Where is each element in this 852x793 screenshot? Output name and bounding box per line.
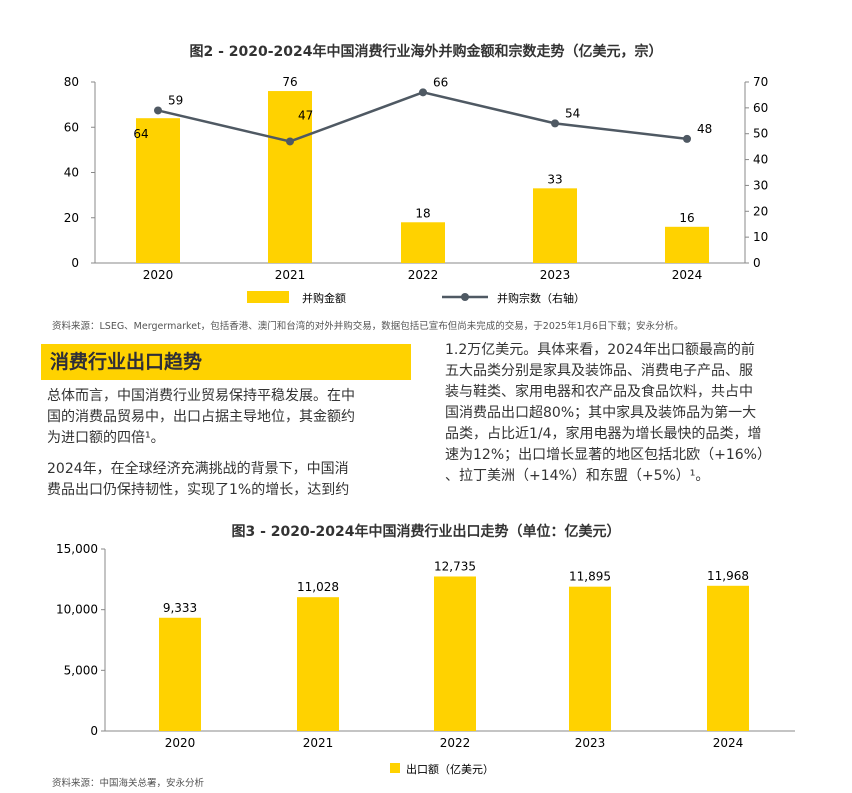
chart2-title: 图2 - 2020-2024年中国消费行业海外并购金额和宗数走势（亿美元，宗） — [189, 44, 663, 60]
count-line — [157, 91, 688, 143]
legend-bar-label: 并购金额 — [302, 291, 346, 305]
text-line: 五大品类分别是家具及装饰品、消费电子产品、服 — [445, 363, 753, 379]
line-value-label: 47 — [298, 108, 313, 122]
y-tick-label: 0 — [90, 724, 98, 738]
x-tick-label: 2024 — [672, 268, 703, 282]
text-line: 国消费品出口超80%；其中家具及装饰品为第一大 — [445, 405, 757, 421]
line-value-label: 66 — [433, 75, 448, 89]
left-tick-label: 80 — [64, 75, 79, 89]
left-tick-label: 0 — [71, 256, 79, 270]
chart2-source: 资料来源：LSEG、Mergermarket，包括香港、澳门和台湾的对外并购交易… — [52, 321, 684, 332]
right-text: 1.2万亿美元。具体来看，2024年出口额最高的前 五大品类分别是家具及装饰品、消… — [445, 340, 815, 487]
x-tick-label: 2020 — [143, 268, 174, 282]
bar-value-label: 33 — [547, 172, 562, 186]
line-value-label: 59 — [168, 93, 183, 107]
legend-line-marker — [461, 293, 469, 301]
right-tick-label: 10 — [753, 230, 768, 244]
bar-value-label: 64 — [133, 127, 148, 141]
legend-label: 出口额（亿美元） — [406, 762, 494, 776]
left-tick-label: 40 — [64, 166, 79, 180]
line-value-label: 48 — [697, 122, 712, 136]
y-tick-label: 15,000 — [56, 542, 98, 556]
section-heading: 消费行业出口趋势 — [41, 344, 411, 380]
bar-value-label: 11,895 — [569, 570, 611, 584]
bar-value-label: 76 — [282, 75, 297, 89]
count-point-2020 — [154, 106, 162, 115]
bar-2021 — [268, 91, 312, 263]
right-tick-label: 50 — [753, 127, 768, 141]
line-value-label: 54 — [565, 106, 580, 120]
bar-value-label: 18 — [415, 206, 430, 220]
legend-bar-swatch — [247, 291, 289, 303]
x-tick-label: 2023 — [575, 736, 606, 750]
paragraph: 总体而言，中国消费行业贸易保持平稳发展。在中 国的消费品贸易中，出口占据主导地位，… — [47, 386, 417, 449]
y-tick-label: 10,000 — [56, 603, 98, 617]
right-tick-label: 0 — [753, 256, 761, 270]
text-line: 费品出口仍保持韧性，实现了1%的增长，达到约 — [47, 482, 350, 498]
x-tick-label: 2022 — [440, 736, 471, 750]
count-point-2024 — [683, 134, 691, 143]
right-tick-label: 60 — [753, 101, 768, 115]
bar-2021 — [297, 597, 339, 731]
bar-2022 — [434, 576, 476, 731]
chart3-title: 图3 - 2020-2024年中国消费行业出口走势（单位：亿美元） — [231, 524, 621, 540]
text-line: 、拉丁美洲（+14%）和东盟（+5%）¹。 — [445, 468, 710, 484]
right-tick-label: 30 — [753, 178, 768, 192]
text-line: 为进口额的四倍¹。 — [47, 430, 165, 446]
text-line: 品类，占比近1/4，家用电器为增长最快的品类，增 — [445, 426, 762, 442]
chart3-source: 资料来源：中国海关总署，安永分析 — [52, 778, 205, 789]
bar-value-label: 12,735 — [434, 559, 476, 573]
count-point-2022 — [419, 88, 427, 97]
paragraph: 2024年，在全球经济充满挑战的背景下，中国消 费品出口仍保持韧性，实现了1%的增… — [47, 459, 417, 501]
text-line: 1.2万亿美元。具体来看，2024年出口额最高的前 — [445, 342, 755, 358]
left-text: 总体而言，中国消费行业贸易保持平稳发展。在中 国的消费品贸易中，出口占据主导地位，… — [47, 386, 417, 511]
bar-2020 — [159, 617, 201, 731]
x-tick-label: 2021 — [303, 736, 334, 750]
text-line: 2024年，在全球经济充满挑战的背景下，中国消 — [47, 461, 349, 477]
bar-value-label: 9,333 — [163, 601, 197, 615]
count-point-2021 — [286, 137, 294, 146]
x-tick-label: 2020 — [165, 736, 196, 750]
right-tick-label: 20 — [753, 204, 768, 218]
text-line: 总体而言，中国消费行业贸易保持平稳发展。在中 — [47, 388, 355, 404]
bar-value-label: 16 — [679, 211, 694, 225]
left-tick-label: 20 — [64, 211, 79, 225]
text-line: 国的消费品贸易中，出口占据主导地位，其金额约 — [47, 409, 355, 425]
bar-2020 — [136, 118, 180, 263]
bar-2023 — [569, 586, 611, 731]
bar-2024 — [707, 585, 749, 731]
y-tick-label: 5,000 — [64, 663, 98, 677]
bar-2023 — [533, 188, 577, 263]
right-tick-label: 70 — [753, 75, 768, 89]
legend-line-label: 并购宗数（右轴） — [497, 291, 585, 305]
bar-2022 — [401, 222, 445, 263]
right-tick-label: 40 — [753, 153, 768, 167]
x-tick-label: 2023 — [540, 268, 571, 282]
bar-value-label: 11,968 — [707, 569, 749, 583]
bar-2024 — [665, 226, 709, 263]
x-tick-label: 2022 — [408, 268, 439, 282]
text-line: 速为12%；出口增长显著的地区包括北欧（+16%） — [445, 447, 771, 463]
x-tick-label: 2021 — [275, 268, 306, 282]
text-line: 装与鞋类、家用电器和农产品及食品饮料，共占中 — [445, 384, 753, 400]
left-tick-label: 60 — [64, 120, 79, 134]
bar-value-label: 11,028 — [297, 580, 339, 594]
count-point-2023 — [551, 119, 559, 128]
x-tick-label: 2024 — [713, 736, 744, 750]
legend-swatch — [390, 763, 400, 773]
